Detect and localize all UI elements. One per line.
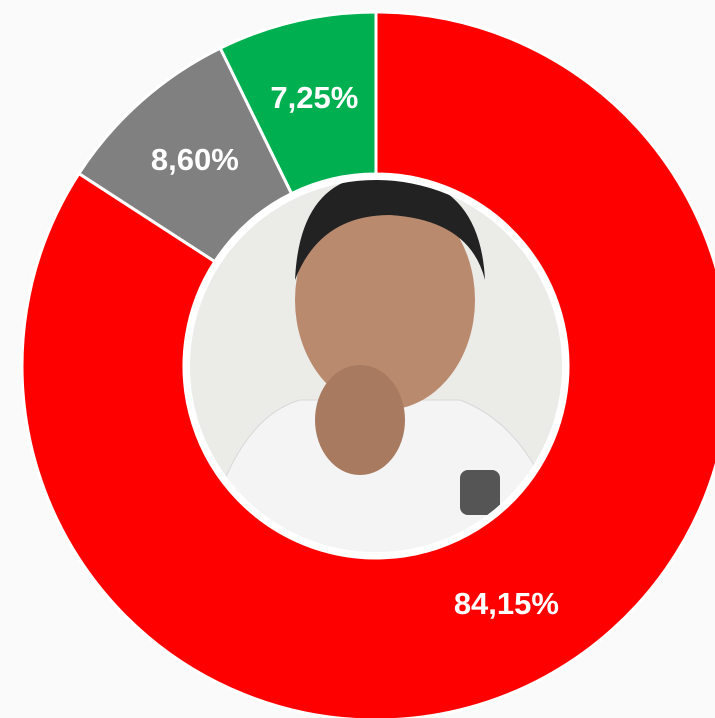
photo-hand	[315, 365, 405, 475]
photo-face	[295, 190, 475, 410]
slice-label: 7,25%	[270, 80, 358, 115]
slice-label: 84,15%	[454, 586, 559, 621]
photo-hair	[295, 180, 485, 280]
slice-label: 8,60%	[151, 142, 239, 177]
photo-watch	[460, 470, 500, 515]
center-photo	[184, 174, 568, 558]
